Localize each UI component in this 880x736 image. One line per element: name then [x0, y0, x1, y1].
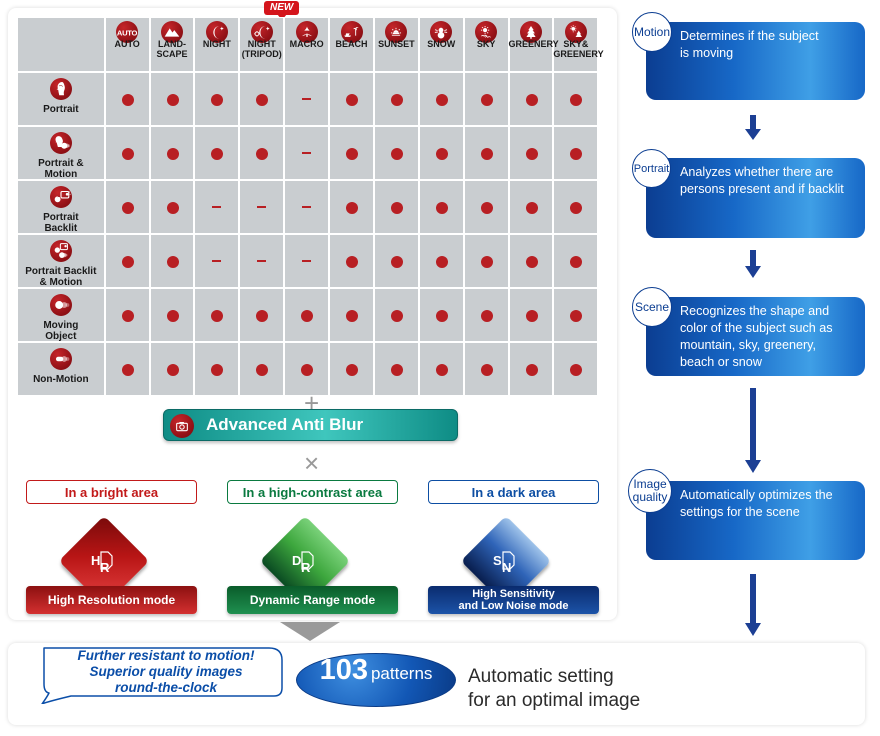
svg-text:AUTO: AUTO: [117, 28, 138, 37]
